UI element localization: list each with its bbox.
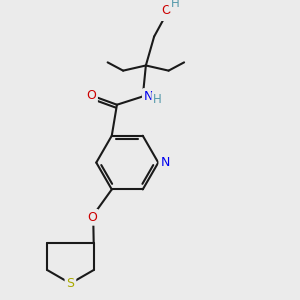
Text: N: N <box>160 156 170 169</box>
Text: H: H <box>170 0 179 10</box>
Text: S: S <box>66 277 74 290</box>
Text: O: O <box>162 4 172 17</box>
Text: H: H <box>153 93 162 106</box>
Text: O: O <box>87 211 97 224</box>
Text: N: N <box>144 90 153 103</box>
Text: O: O <box>86 89 96 102</box>
